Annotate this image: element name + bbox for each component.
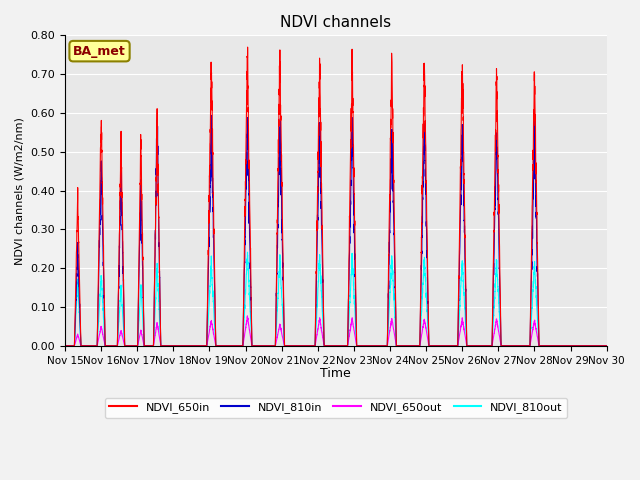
NDVI_650in — [61, 343, 69, 348]
Line: NDVI_810in: NDVI_810in — [65, 116, 607, 346]
NDVI_810in — [207, 113, 215, 119]
Y-axis label: NDVI channels (W/m2/nm): NDVI channels (W/m2/nm) — [15, 117, 25, 264]
Line: NDVI_650in: NDVI_650in — [65, 47, 607, 346]
NDVI_650out — [386, 327, 394, 333]
Line: NDVI_650out: NDVI_650out — [65, 316, 607, 346]
NDVI_650out — [61, 343, 69, 348]
NDVI_810out — [507, 343, 515, 348]
NDVI_810in — [603, 343, 611, 348]
NDVI_650out — [268, 343, 276, 348]
NDVI_810in — [268, 343, 276, 348]
NDVI_650in — [507, 343, 515, 348]
NDVI_650in — [413, 343, 421, 348]
NDVI_650out — [413, 343, 421, 348]
X-axis label: Time: Time — [321, 367, 351, 380]
NDVI_810in — [413, 343, 421, 348]
NDVI_810in — [465, 343, 473, 348]
Line: NDVI_810out: NDVI_810out — [65, 252, 607, 346]
NDVI_810out — [465, 343, 473, 348]
NDVI_650in — [386, 177, 394, 183]
NDVI_650in — [603, 343, 611, 348]
Title: NDVI channels: NDVI channels — [280, 15, 392, 30]
NDVI_810out — [603, 343, 611, 348]
NDVI_810out — [159, 343, 167, 348]
Legend: NDVI_650in, NDVI_810in, NDVI_650out, NDVI_810out: NDVI_650in, NDVI_810in, NDVI_650out, NDV… — [104, 398, 567, 418]
NDVI_650out — [603, 343, 611, 348]
NDVI_810in — [386, 219, 394, 225]
NDVI_650out — [507, 343, 515, 348]
Text: BA_met: BA_met — [73, 45, 126, 58]
NDVI_810out — [413, 343, 421, 348]
NDVI_650out — [159, 343, 167, 348]
NDVI_650in — [159, 343, 167, 348]
NDVI_650in — [465, 343, 473, 348]
NDVI_810out — [61, 343, 69, 348]
NDVI_810in — [159, 343, 167, 348]
NDVI_650in — [268, 343, 276, 348]
NDVI_650out — [244, 313, 252, 319]
NDVI_810in — [507, 343, 515, 348]
NDVI_810out — [244, 249, 252, 255]
NDVI_650in — [244, 44, 252, 50]
NDVI_650out — [465, 343, 473, 348]
NDVI_810out — [268, 343, 276, 348]
NDVI_810out — [386, 289, 394, 295]
NDVI_810in — [61, 343, 69, 348]
